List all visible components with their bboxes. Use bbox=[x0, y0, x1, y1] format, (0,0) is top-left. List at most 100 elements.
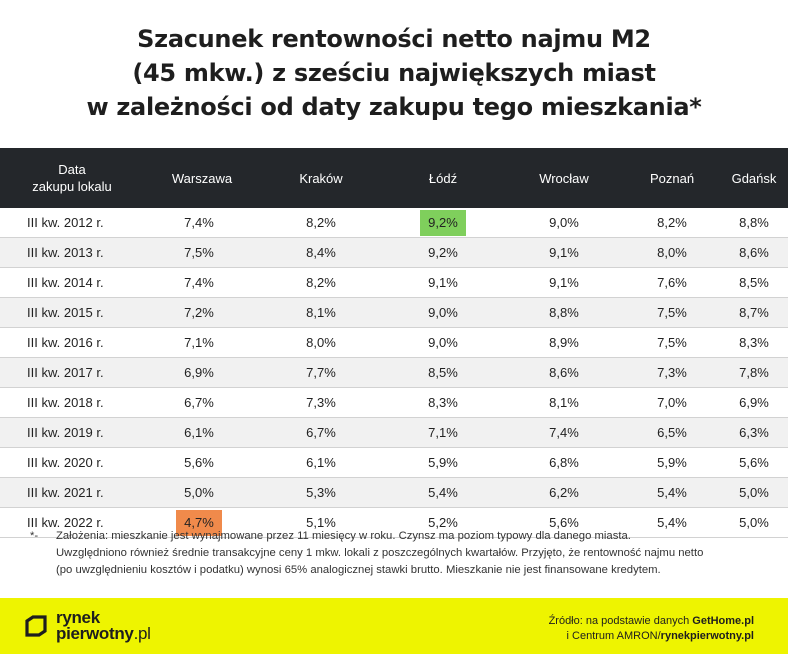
cell-value: 5,4% bbox=[657, 484, 687, 500]
table-cell: 5,0% bbox=[138, 478, 260, 507]
table-cell: 6,1% bbox=[260, 448, 382, 477]
table-row: III kw. 2022 r. 4,7% 5,1% 5,2% 5,6% 5,4% 5,0% bbox=[0, 508, 788, 538]
table-cell: 6,7% bbox=[138, 388, 260, 417]
brand-logo: rynek pierwotny.pl bbox=[24, 609, 151, 643]
table-cell: 7,5% bbox=[138, 238, 260, 267]
cell-value: 7,4% bbox=[184, 274, 214, 290]
table-cell: 5,4% bbox=[382, 478, 504, 507]
cell-value: 8,3% bbox=[739, 334, 769, 350]
column-header-gdansk: Gdańsk bbox=[731, 170, 777, 186]
cell-value: 8,8% bbox=[549, 304, 579, 320]
cell-value: 5,3% bbox=[306, 484, 336, 500]
table-cell: 6,8% bbox=[504, 448, 624, 477]
table-cell: 7,7% bbox=[260, 358, 382, 387]
logo-mark-icon bbox=[25, 615, 47, 637]
cell-value: 8,5% bbox=[739, 274, 769, 290]
table-cell: 7,2% bbox=[138, 298, 260, 327]
chart-title: Szacunek rentowności netto najmu M2 (45 … bbox=[0, 22, 788, 124]
table-cell: 7,4% bbox=[138, 208, 260, 237]
source-line-1-bold: GetHome.pl bbox=[692, 615, 754, 627]
cell-value: 6,7% bbox=[306, 424, 336, 440]
table-row: III kw. 2018 r. 6,7% 7,3% 8,3% 8,1% 7,0% 6,9% bbox=[0, 388, 788, 418]
cell-value: 6,9% bbox=[739, 394, 769, 410]
table-cell: 7,3% bbox=[260, 388, 382, 417]
table-cell: 6,1% bbox=[138, 418, 260, 447]
row-label: III kw. 2015 r. bbox=[27, 305, 104, 320]
table-cell: 8,5% bbox=[382, 358, 504, 387]
row-label: III kw. 2022 r. bbox=[27, 515, 104, 530]
table-cell: 6,5% bbox=[624, 418, 720, 447]
table-cell: 9,0% bbox=[504, 208, 624, 237]
table-cell: 9,0% bbox=[382, 298, 504, 327]
table-cell: 5,6% bbox=[504, 508, 624, 537]
cell-value: 6,5% bbox=[657, 424, 687, 440]
cell-value: 8,9% bbox=[549, 334, 579, 350]
table-cell: 8,8% bbox=[504, 298, 624, 327]
column-header-lodz: Łódź bbox=[428, 170, 458, 186]
cell-value: 6,1% bbox=[306, 454, 336, 470]
table-cell: 8,8% bbox=[720, 208, 788, 237]
row-label: III kw. 2019 r. bbox=[27, 425, 104, 440]
cell-value: 8,8% bbox=[739, 214, 769, 230]
table-cell: 8,6% bbox=[720, 238, 788, 267]
cell-value: 7,4% bbox=[184, 214, 214, 230]
table-cell: 8,6% bbox=[504, 358, 624, 387]
cell-value: 9,2% bbox=[420, 209, 466, 236]
table-row: III kw. 2021 r. 5,0% 5,3% 5,4% 6,2% 5,4% 5,0% bbox=[0, 478, 788, 508]
table-body: III kw. 2012 r. 7,4% 8,2% 9,2% 9,0% 8,2% 8,8% I… bbox=[0, 208, 788, 538]
table-cell: 9,1% bbox=[382, 268, 504, 297]
cell-value: 9,1% bbox=[549, 244, 579, 260]
cell-value: 7,3% bbox=[657, 364, 687, 380]
table-cell: 7,8% bbox=[720, 358, 788, 387]
table-cell: 4,7% bbox=[138, 508, 260, 537]
cell-value: 6,1% bbox=[184, 424, 214, 440]
row-header-label: Data zakupu lokalu bbox=[0, 161, 144, 195]
table-cell: 9,2% bbox=[382, 238, 504, 267]
cell-value: 8,2% bbox=[657, 214, 687, 230]
table-cell: 7,5% bbox=[624, 328, 720, 357]
footnote-line-1: Założenia: mieszkanie jest wynajmowane p… bbox=[56, 530, 631, 542]
cell-value: 5,9% bbox=[657, 454, 687, 470]
footnote: *- Założenia: mieszkanie jest wynajmowan… bbox=[30, 528, 760, 579]
cell-value: 7,4% bbox=[549, 424, 579, 440]
table-cell: 5,1% bbox=[260, 508, 382, 537]
table-row: III kw. 2016 r. 7,1% 8,0% 9,0% 8,9% 7,5% 8,3% bbox=[0, 328, 788, 358]
table-cell: 8,2% bbox=[260, 208, 382, 237]
source-line-1-prefix: Źródło: na podstawie danych bbox=[548, 615, 693, 627]
table-cell: 8,0% bbox=[260, 328, 382, 357]
row-label: III kw. 2012 r. bbox=[27, 215, 104, 230]
table-cell: 6,9% bbox=[720, 388, 788, 417]
table-cell: 8,1% bbox=[260, 298, 382, 327]
cell-value: 8,2% bbox=[306, 214, 336, 230]
table-cell: 7,6% bbox=[624, 268, 720, 297]
source-note: Źródło: na podstawie danych GetHome.pl i… bbox=[549, 614, 754, 644]
table-cell: 8,4% bbox=[260, 238, 382, 267]
row-label: III kw. 2016 r. bbox=[27, 335, 104, 350]
footnote-line-3: (po uwzględnieniu kosztów i podatku) wyn… bbox=[56, 564, 661, 576]
logo-suffix: .pl bbox=[133, 624, 151, 643]
cell-value: 7,8% bbox=[739, 364, 769, 380]
column-header-wroclaw: Wrocław bbox=[539, 170, 589, 186]
table-cell: 7,4% bbox=[138, 268, 260, 297]
row-label: III kw. 2021 r. bbox=[27, 485, 104, 500]
table-cell: 8,7% bbox=[720, 298, 788, 327]
table-cell: 9,0% bbox=[382, 328, 504, 357]
cell-value: 5,0% bbox=[739, 514, 769, 530]
footnote-marker: *- bbox=[30, 530, 39, 542]
cell-value: 7,1% bbox=[428, 424, 458, 440]
cell-value: 9,2% bbox=[428, 244, 458, 260]
cell-value: 8,7% bbox=[739, 304, 769, 320]
table-cell: 9,1% bbox=[504, 268, 624, 297]
table-cell: 5,0% bbox=[720, 508, 788, 537]
cell-value: 8,2% bbox=[306, 274, 336, 290]
row-label: III kw. 2018 r. bbox=[27, 395, 104, 410]
source-line-2-bold: rynekpierwotny.pl bbox=[660, 630, 754, 642]
table-cell: 8,0% bbox=[624, 238, 720, 267]
table-row: III kw. 2012 r. 7,4% 8,2% 9,2% 9,0% 8,2% 8,8% bbox=[0, 208, 788, 238]
table-cell: 8,9% bbox=[504, 328, 624, 357]
row-header-line-1: Data bbox=[58, 162, 86, 177]
cell-value: 8,1% bbox=[306, 304, 336, 320]
cell-value: 9,0% bbox=[428, 304, 458, 320]
cell-value: 8,6% bbox=[739, 244, 769, 260]
cell-value: 6,8% bbox=[549, 454, 579, 470]
